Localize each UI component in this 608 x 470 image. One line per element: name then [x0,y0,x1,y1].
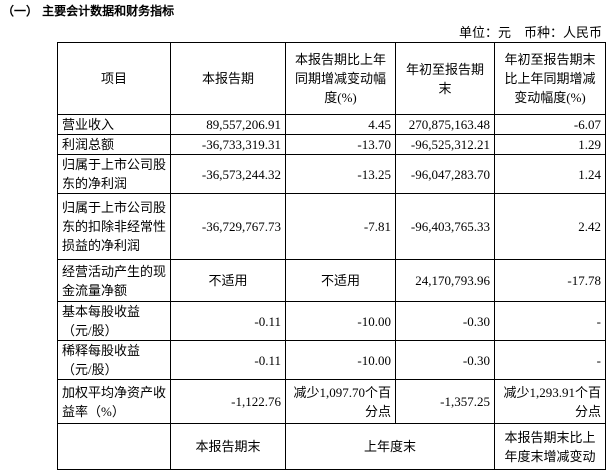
cell: -13.25 [285,154,396,194]
column-header: 本报告期比上年同期增减变动幅度(%) [285,42,396,115]
cell: -96,525,312.21 [395,134,495,155]
unit-note: 单位：元 币种：人民币 [458,25,602,40]
row-label: 归属于上市公司股东的扣除非经常性损益的净利润 [57,193,171,260]
column-header: 上年度末 [285,423,495,470]
cell: 4.45 [285,114,396,135]
cell: 减少1,097.70个百分点 [285,379,396,424]
row-label: 归属于上市公司股东的净利润 [57,154,171,194]
cell: -36,573,244.32 [170,154,286,194]
column-header: 年初至报告期末比上年同期增减变动幅度(%) [494,42,606,115]
data-row: 归属于上市公司股东的扣除非经常性损益的净利润 -36,729,767.73 -7.8… [57,193,606,260]
data-row: 基本每股收益（元/股） -0.11 -10.00 -0.30- [57,301,606,341]
column-header: 本报告期末 [170,423,286,470]
column-header: 本报告期 [170,42,286,115]
row-label: 营业收入 [57,114,171,135]
cell: 不适用 [170,259,286,302]
column-header: 项目 [57,42,171,115]
cell: 89,557,206.91 [170,114,286,135]
data-row: 营业收入 89,557,206.91 4.45 270,875,163.48 -6.07 [57,114,606,135]
cell: - [494,340,606,380]
data-row: 稀释每股收益（元/股） -0.11 -10.00 -0.30- [57,340,606,380]
data-row: 经营活动产生的现金流量净额 不适用 不适用 24,170,793.96 -17.78 [57,259,606,302]
cell: 270,875,163.48 [395,114,495,135]
cell: 2.42 [494,193,606,260]
cell: -0.30 [395,340,495,380]
row-label: 稀释每股收益（元/股） [57,340,171,380]
section-title: （一） 主要会计数据和财务指标 [2,4,175,18]
column-header: 年初至报告期末 [395,42,495,115]
cell: 减少1,293.91个百分点 [494,379,606,424]
cell: -6.07 [494,114,606,135]
cell: -96,403,765.33 [395,193,495,260]
footer-row: 本报告期末 上年度末 本报告期末比上年度末增减变动 [57,423,606,470]
header-row: 项目 本报告期 本报告期比上年同期增减变动幅度(%) 年初至报告期末 年初至报告期末比上… [57,42,606,115]
cell: - [494,301,606,341]
cell: -10.00 [285,340,396,380]
cell: -7.81 [285,193,396,260]
row-label: 基本每股收益（元/股） [57,301,171,341]
cell: -96,047,283.70 [395,154,495,194]
financial-table: 项目 本报告期 本报告期比上年同期增减变动幅度(%) 年初至报告期末 年初至报告期末比上… [57,42,606,470]
data-row: 归属于上市公司股东的净利润 -36,573,244.32 -13.25 -96,047… [57,154,606,194]
cell: -1,122.76 [170,379,286,424]
row-label: 加权平均净资产收益率（%） [57,379,171,424]
cell: 不适用 [285,259,396,302]
cell: 1.24 [494,154,606,194]
cell: -0.30 [395,301,495,341]
row-label: 利润总额 [57,134,171,155]
cell: -10.00 [285,301,396,341]
cell: -36,733,319.31 [170,134,286,155]
data-row: 利润总额 -36,733,319.31 -13.70 -96,525,312.21 1.… [57,134,606,155]
cell: -36,729,767.73 [170,193,286,260]
cell: -17.78 [494,259,606,302]
row-label: 经营活动产生的现金流量净额 [57,259,171,302]
cell: -0.11 [170,301,286,341]
cell: -13.70 [285,134,396,155]
cell: 24,170,793.96 [395,259,495,302]
page: （一） 主要会计数据和财务指标 单位：元 币种：人民币 项目 本报告期 本报告期比上… [2,4,606,470]
cell: -1,357.25 [395,379,495,424]
data-row: 加权平均净资产收益率（%） -1,122.76 减少1,097.70个百分点 -1,3… [57,379,606,424]
blank-cell [57,423,171,470]
cell: 1.29 [494,134,606,155]
column-header: 本报告期末比上年度末增减变动 [494,423,606,470]
cell: -0.11 [170,340,286,380]
